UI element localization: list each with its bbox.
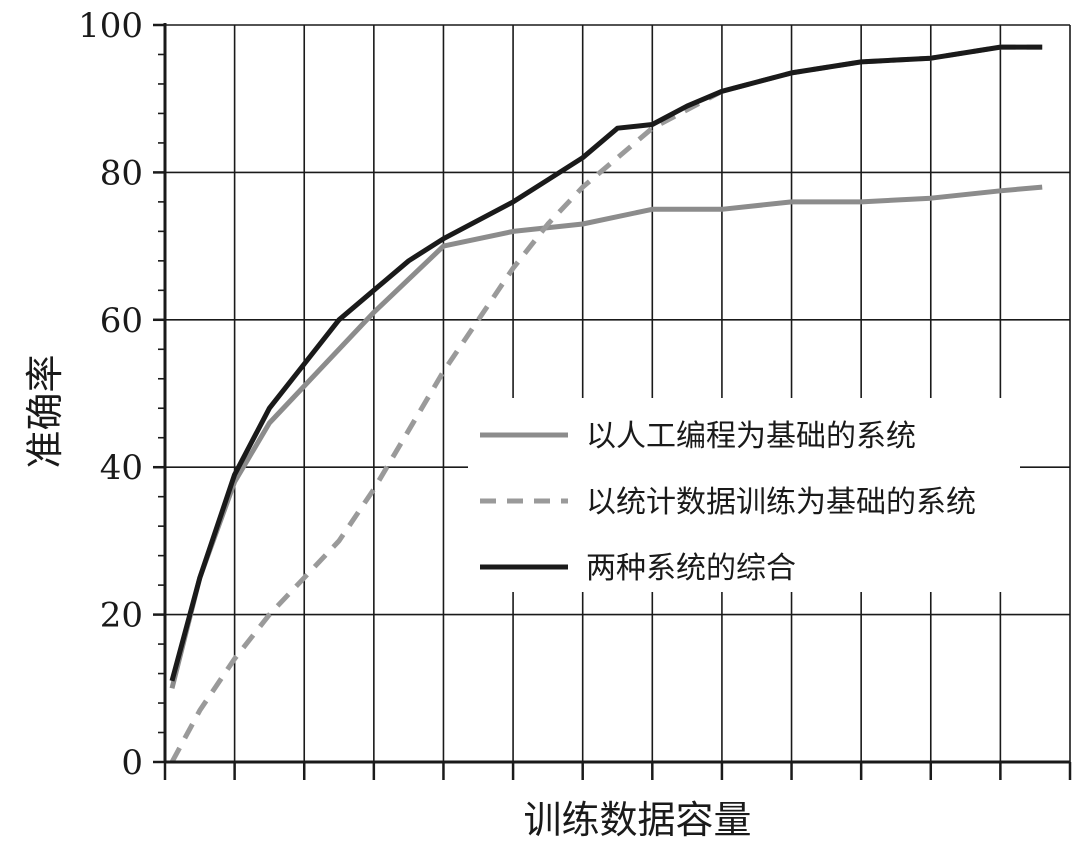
series-line-2 <box>169 44 1043 764</box>
legend-label-2: 以统计数据训练为基础的系统 <box>586 485 976 520</box>
series-group <box>169 44 1043 764</box>
y-tick-label: 20 <box>100 596 143 636</box>
y-tick-label: 40 <box>100 448 143 488</box>
series-line-3 <box>169 44 1043 682</box>
y-axis-title: 准确率 <box>23 354 67 468</box>
x-axis-title: 训练数据容量 <box>523 798 751 842</box>
legend-label-3: 两种系统的综合 <box>586 551 796 586</box>
y-tick-label: 100 <box>78 6 143 46</box>
y-tick-label: 60 <box>100 301 143 341</box>
y-tick-label: 80 <box>100 153 143 193</box>
legend-box <box>468 398 1020 592</box>
y-tick-label: 0 <box>121 743 143 783</box>
legend-label-1: 以人工编程为基础的系统 <box>586 419 916 454</box>
axes: 0 20 40 60 80 100 <box>78 6 1072 783</box>
